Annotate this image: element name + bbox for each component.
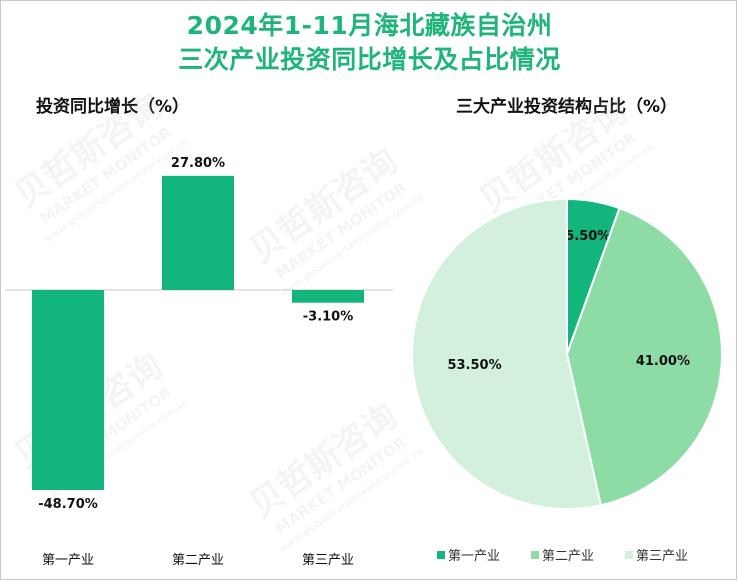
legend-label-1: 第一产业	[448, 549, 500, 564]
bar-value-label-3: -3.10%	[303, 310, 354, 325]
bar-value-label-1: -48.70%	[38, 497, 98, 512]
pie-chart: 5.50% 41.00% 53.50%	[411, 197, 723, 510]
bar-1	[32, 290, 104, 490]
bar-chart: -48.70% 第一产业 27.80% 第二产业 -3.10% 第三产业	[6, 156, 393, 568]
legend-swatch-3	[625, 551, 633, 559]
pie-chart-title: 三大产业投资结构占比（%）	[456, 97, 678, 117]
pie-slice-3	[411, 197, 603, 510]
pie-value-label-3: 53.50%	[447, 358, 501, 373]
chart-title-line2: 三次产业投资同比增长及占比情况	[178, 45, 561, 74]
bar-category-label-3: 第三产业	[302, 553, 354, 568]
pie-slice-2	[565, 206, 723, 507]
bar-value-label-2: 27.80%	[171, 156, 225, 171]
bar-3	[292, 290, 364, 303]
bar-chart-title: 投资同比增长（%）	[36, 97, 190, 117]
chart-title-line1: 2024年1-11月海北藏族自治州	[186, 11, 553, 40]
bar-2	[162, 175, 234, 290]
legend-label-3: 第三产业	[636, 549, 688, 564]
legend-swatch-1	[437, 551, 445, 559]
pie-value-label-1: 5.50%	[565, 229, 610, 244]
bar-category-label-2: 第二产业	[172, 553, 224, 568]
bar-category-label-1: 第一产业	[42, 553, 94, 568]
legend-label-2: 第二产业	[542, 549, 594, 564]
pie-legend: 第一产业 第二产业 第三产业	[437, 549, 688, 564]
pie-value-label-2: 41.00%	[636, 354, 690, 369]
legend-swatch-2	[531, 551, 539, 559]
